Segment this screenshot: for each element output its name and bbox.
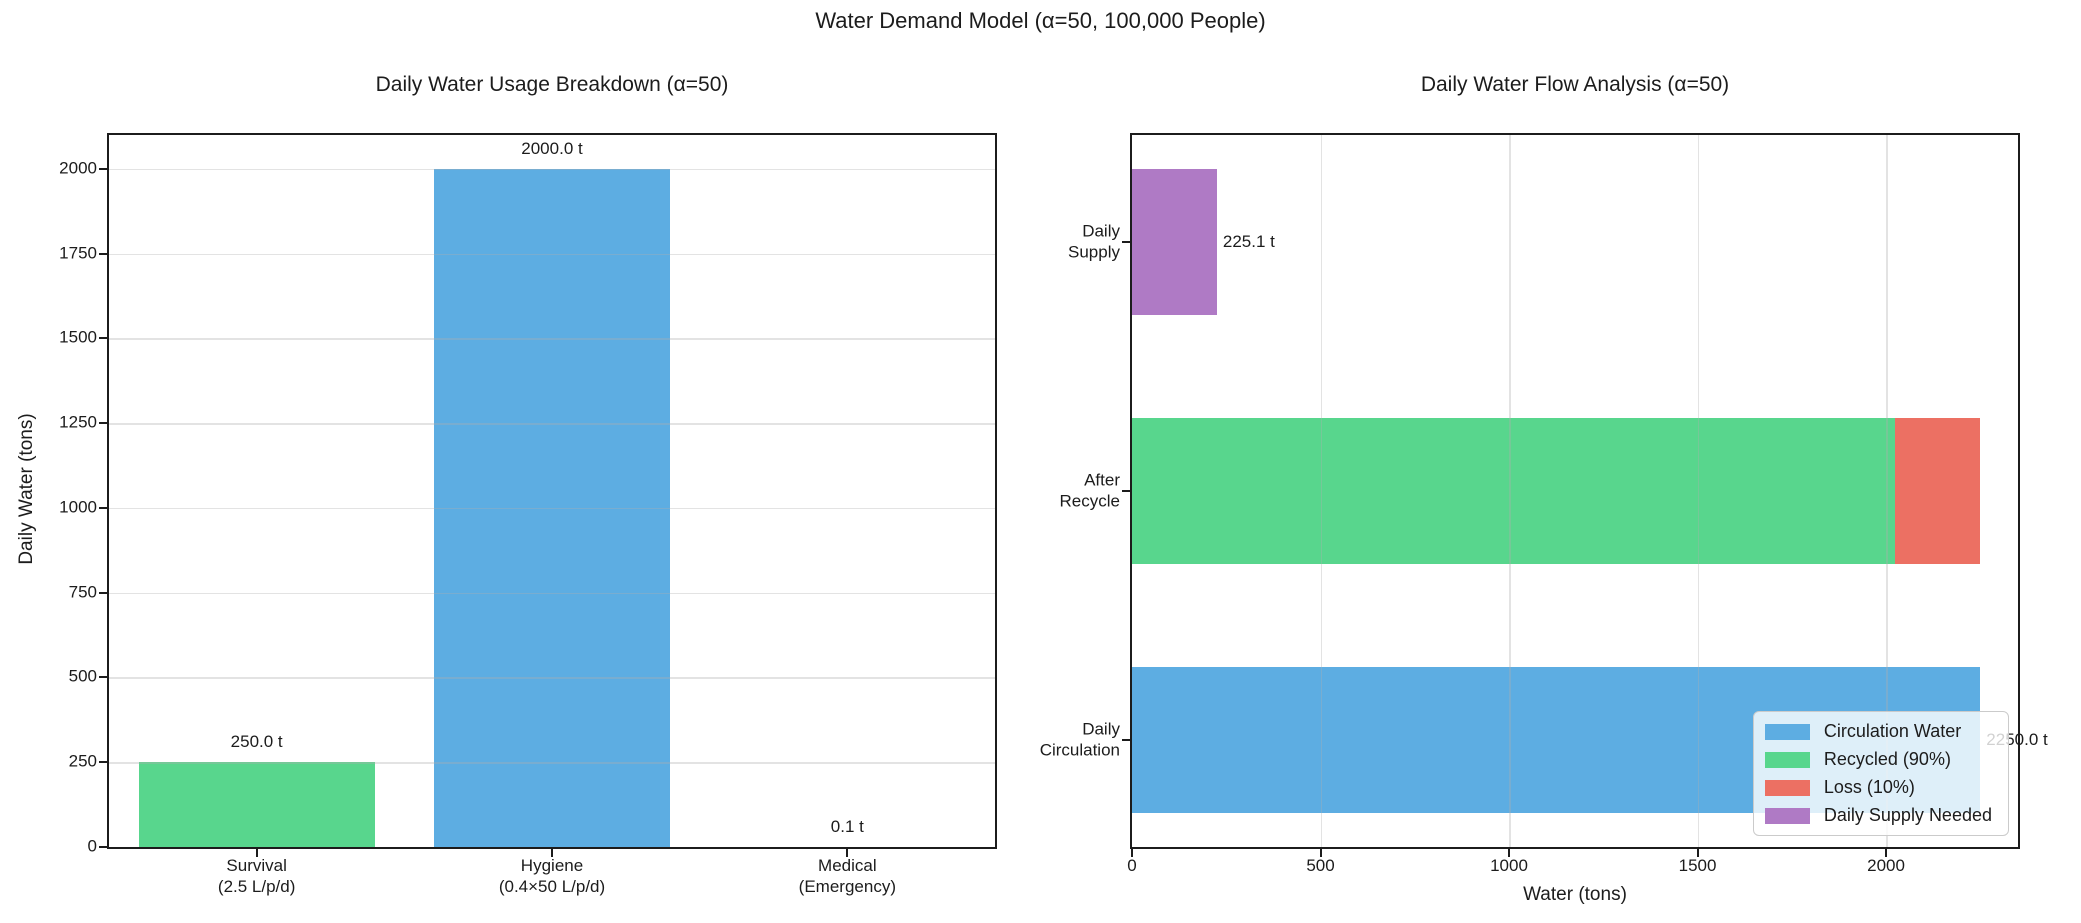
y-tick-mark	[99, 252, 107, 255]
x-tick-mark	[1885, 849, 1888, 857]
y-tick-mark	[1122, 490, 1130, 492]
y-tick-label: 2000	[59, 158, 97, 178]
y-category-label: Daily Circulation	[1039, 719, 1120, 760]
bar-value-label: 250.0 t	[230, 732, 283, 752]
legend-swatch-loss-10	[1764, 779, 1810, 796]
x-tick-mark	[1131, 849, 1133, 857]
y-category-label: After Recycle	[1059, 470, 1120, 510]
y-tick-mark	[99, 506, 107, 509]
legend-row: Circulation Water	[1764, 721, 1992, 742]
x-category-label: Survival (2.5 L/p/d)	[217, 856, 296, 896]
segment-loss-10	[1895, 418, 1981, 564]
bar-end-label: 225.1 t	[1222, 231, 1275, 251]
gridline	[109, 253, 995, 256]
y-tick-label: 1750	[59, 243, 97, 263]
bar-survival	[138, 762, 375, 847]
x-tick-label: 1500	[1678, 856, 1717, 875]
gridline	[1697, 135, 1700, 847]
y-tick-label: 0	[87, 836, 97, 856]
y-tick-label: 500	[68, 667, 97, 687]
x-category-label: Medical (Emergency)	[798, 856, 896, 896]
y-tick-mark	[99, 167, 107, 170]
legend-label: Recycled (90%)	[1823, 749, 1951, 769]
bar-value-label: 2000.0 t	[521, 138, 583, 158]
gridline	[109, 762, 995, 764]
x-category-label: Hygiene (0.4×50 L/p/d)	[498, 856, 606, 896]
segment-recycled-90	[1132, 418, 1896, 564]
y-tick-mark	[99, 337, 107, 340]
y-tick-mark	[1122, 240, 1130, 243]
gridline	[109, 592, 995, 595]
gridline	[109, 507, 995, 510]
x-tick-mark	[846, 849, 849, 857]
y-tick-label: 1500	[59, 328, 97, 348]
legend-swatch-circulation-water	[1764, 723, 1810, 740]
x-tick-mark	[551, 849, 553, 857]
y-tick-label: 250	[68, 751, 97, 771]
legend-label: Daily Supply Needed	[1823, 805, 1992, 825]
x-tick-mark	[255, 849, 258, 857]
x-tick-mark	[1696, 849, 1699, 857]
legend-row: Daily Supply Needed	[1764, 805, 1992, 826]
x-tick-mark	[1319, 849, 1322, 857]
x-tick-label: 0	[1127, 856, 1137, 875]
x-tick-label: 1000	[1490, 856, 1528, 875]
gridline	[109, 168, 995, 171]
gridline	[1886, 135, 1888, 847]
legend-swatch-daily-supply-needed	[1764, 807, 1810, 824]
y-tick-mark	[99, 761, 107, 764]
x-tick-mark	[1508, 849, 1511, 857]
y-tick-mark	[99, 846, 107, 848]
legend-label: Circulation Water	[1823, 721, 1962, 741]
legend-label: Loss (10%)	[1823, 777, 1915, 797]
gridline	[109, 423, 995, 425]
legend-swatch-recycled-90	[1764, 751, 1810, 768]
y-tick-mark	[99, 676, 107, 679]
left-chart-title: Daily Water Usage Breakdown (α=50)	[375, 73, 729, 96]
right-chart-title: Daily Water Flow Analysis (α=50)	[1420, 73, 1730, 96]
x-tick-label: 2000	[1867, 856, 1905, 875]
bar-value-label: 0.1 t	[830, 816, 864, 836]
legend-row: Loss (10%)	[1764, 777, 1992, 798]
gridline	[109, 677, 995, 679]
left-chart-y-axis-label: Daily Water (tons)	[16, 413, 37, 565]
left-chart-plot-area: 250.0 t Survival (2.5 L/p/d) 2000.0 t Hygie…	[59, 133, 997, 896]
gridline	[1320, 135, 1322, 847]
y-tick-label: 1000	[59, 497, 97, 517]
figure-title: Water Demand Model (α=50, 100,000 People…	[815, 8, 1266, 33]
y-tick-mark	[99, 591, 107, 594]
y-tick-mark	[99, 422, 107, 425]
y-tick-label: 750	[68, 582, 97, 602]
right-chart-plot-area: Daily Supply 225.1 t After Recycle Daily Ci…	[1040, 133, 2048, 875]
legend: Circulation Water Recycled (90%) Loss (10%…	[1752, 711, 2009, 836]
bar-hygiene	[433, 168, 671, 847]
y-tick-label: 1250	[59, 412, 97, 432]
y-category-label: Daily Supply	[1068, 221, 1120, 261]
y-tick-mark	[1122, 739, 1130, 742]
legend-row: Recycled (90%)	[1764, 749, 1992, 770]
segment-daily-supply-needed	[1132, 168, 1217, 315]
right-chart-x-axis-label: Water (tons)	[1523, 884, 1627, 905]
gridline	[109, 338, 995, 340]
x-tick-label: 500	[1306, 856, 1335, 875]
gridline	[1509, 135, 1511, 847]
